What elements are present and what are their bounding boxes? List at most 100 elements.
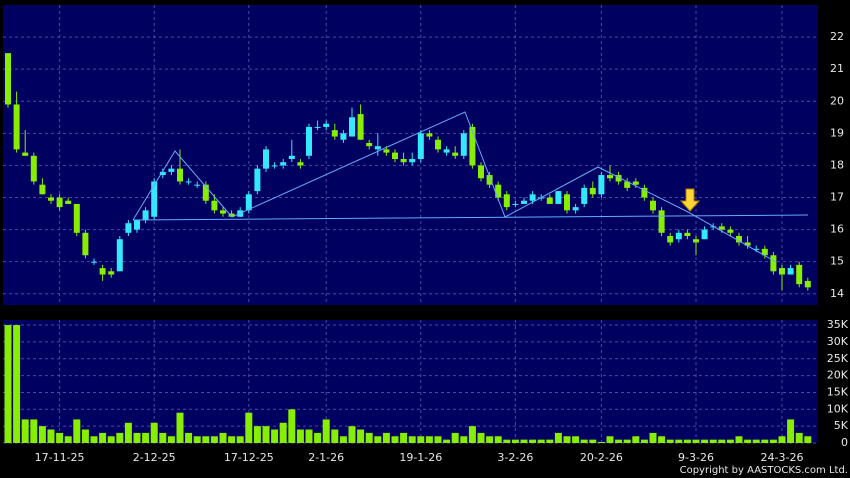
volume-bar	[520, 439, 528, 443]
candle-body	[529, 194, 536, 201]
candle-body	[727, 229, 734, 233]
candle-body	[151, 181, 158, 217]
candle-body	[495, 184, 502, 198]
x-tick-label: 24-3-26	[761, 451, 804, 464]
volume-bar	[400, 432, 408, 443]
y-tick-label: 15K	[827, 385, 849, 398]
volume-bar	[701, 439, 709, 443]
candle-body	[761, 248, 768, 256]
y-tick-label: 19	[830, 126, 844, 139]
volume-bar	[425, 436, 433, 443]
candle-body	[185, 181, 192, 183]
volume-bar	[374, 436, 382, 443]
volume-bar	[623, 439, 631, 443]
candle-body	[736, 236, 742, 243]
candle-body	[220, 210, 226, 214]
x-tick-label: 19-1-26	[399, 451, 442, 464]
volume-bar	[133, 432, 141, 443]
volume-bar	[692, 439, 700, 443]
candle-body	[607, 175, 613, 179]
volume-bar	[572, 436, 580, 443]
volume-bar	[365, 432, 373, 443]
x-tick-label: 20-2-26	[580, 451, 623, 464]
volume-bar	[563, 436, 571, 443]
candle-body	[675, 232, 682, 240]
candle-body	[641, 187, 648, 198]
volume-bar	[761, 439, 769, 443]
candle-body	[546, 197, 553, 204]
volume-bar	[554, 432, 562, 443]
candle-body	[142, 210, 149, 220]
volume-bar	[176, 412, 184, 443]
candle-body	[91, 261, 97, 263]
candle-body	[572, 207, 579, 211]
volume-bar	[202, 436, 210, 443]
volume-bar	[288, 409, 296, 443]
volume-bar	[13, 325, 21, 443]
y-tick-label: 17	[830, 191, 844, 204]
candle-body	[426, 133, 433, 137]
volume-bar	[150, 422, 158, 443]
candle-body	[383, 149, 390, 153]
volume-bar	[322, 419, 330, 443]
volume-bar	[606, 436, 614, 443]
candle-body	[787, 268, 794, 275]
candle-body	[108, 271, 115, 275]
candle-body	[469, 126, 476, 166]
candle-body	[581, 187, 588, 204]
candle-body	[73, 203, 80, 233]
y-tick-label: 10K	[827, 402, 849, 415]
volume-bar	[236, 436, 244, 443]
volume-bar	[116, 432, 124, 443]
y-tick-label: 18	[830, 158, 844, 171]
volume-bar	[271, 429, 279, 443]
x-tick-label: 9-3-26	[678, 451, 714, 464]
candle-body	[632, 181, 639, 185]
volume-bar	[443, 439, 451, 443]
volume-bar	[546, 439, 554, 443]
candle-body	[443, 149, 450, 153]
candle-body	[452, 152, 459, 156]
candle-body	[288, 155, 295, 160]
volume-bar	[658, 436, 666, 443]
x-tick-label: 2-12-25	[133, 451, 176, 464]
volume-bar	[81, 429, 89, 443]
volume-bar	[417, 436, 425, 443]
y-tick-label: 21	[830, 62, 844, 75]
x-tick-label: 17-11-25	[35, 451, 85, 464]
volume-bar	[709, 439, 717, 443]
volume-bar	[666, 439, 674, 443]
candle-body	[460, 133, 467, 156]
volume-bar	[460, 436, 468, 443]
candle-body	[30, 155, 37, 182]
candle-body	[177, 168, 183, 182]
volume-bar	[795, 432, 803, 443]
volume-bar	[511, 439, 519, 443]
candle-body	[263, 149, 269, 169]
candle-body	[228, 213, 235, 217]
volume-bar	[219, 432, 227, 443]
volume-bar	[296, 429, 304, 443]
volume-bar	[434, 436, 442, 443]
y-tick-label: 5K	[834, 419, 849, 432]
volume-bar	[778, 436, 786, 443]
price-panel	[3, 5, 818, 305]
candle-body	[56, 197, 63, 208]
volume-bar	[787, 419, 795, 443]
volume-bar	[210, 436, 218, 443]
volume-bar	[107, 436, 115, 443]
volume-bar	[804, 436, 812, 443]
candle-body	[314, 126, 321, 128]
volume-bar	[735, 436, 743, 443]
candle-body	[658, 210, 665, 233]
candle-body	[245, 194, 252, 211]
volume-bar	[38, 426, 46, 443]
candle-body	[693, 239, 699, 243]
candle-body	[374, 146, 381, 150]
candle-body	[392, 152, 398, 160]
volume-bar	[580, 439, 588, 443]
candle-body	[684, 232, 691, 237]
candle-body	[521, 200, 527, 204]
volume-bar	[468, 426, 476, 443]
